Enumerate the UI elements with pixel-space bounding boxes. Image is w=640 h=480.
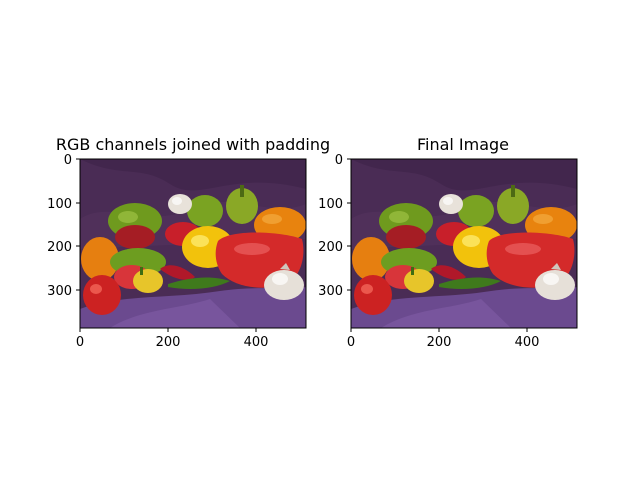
axes-frame <box>79 158 307 329</box>
x-tick-label: 400 <box>244 335 269 350</box>
peppers-image <box>80 159 306 328</box>
x-tick-label: 0 <box>347 335 355 350</box>
axes-frame <box>350 158 578 329</box>
y-tick-label: 0 <box>64 153 72 168</box>
x-axis: 0 200 400 <box>76 328 269 350</box>
panel-rgb-joined: RGB channels joined with padding 0 100 2… <box>47 135 330 350</box>
y-tick-label: 100 <box>318 197 343 212</box>
x-axis: 0 200 400 <box>347 328 540 350</box>
panel-title: RGB channels joined with padding <box>56 135 330 154</box>
x-tick-label: 200 <box>427 335 452 350</box>
x-tick-label: 0 <box>76 335 84 350</box>
x-tick-label: 200 <box>156 335 181 350</box>
y-tick-label: 200 <box>318 240 343 255</box>
peppers-image <box>351 159 577 328</box>
y-tick-label: 100 <box>47 197 72 212</box>
x-tick-label: 400 <box>515 335 540 350</box>
y-axis: 0 100 200 300 <box>47 153 80 299</box>
y-tick-label: 200 <box>47 240 72 255</box>
y-tick-label: 300 <box>318 284 343 299</box>
y-tick-label: 300 <box>47 284 72 299</box>
panel-title: Final Image <box>417 135 509 154</box>
panel-final-image: Final Image 0 100 200 300 0 200 400 <box>318 135 578 350</box>
y-tick-label: 0 <box>335 153 343 168</box>
y-axis: 0 100 200 300 <box>318 153 351 299</box>
